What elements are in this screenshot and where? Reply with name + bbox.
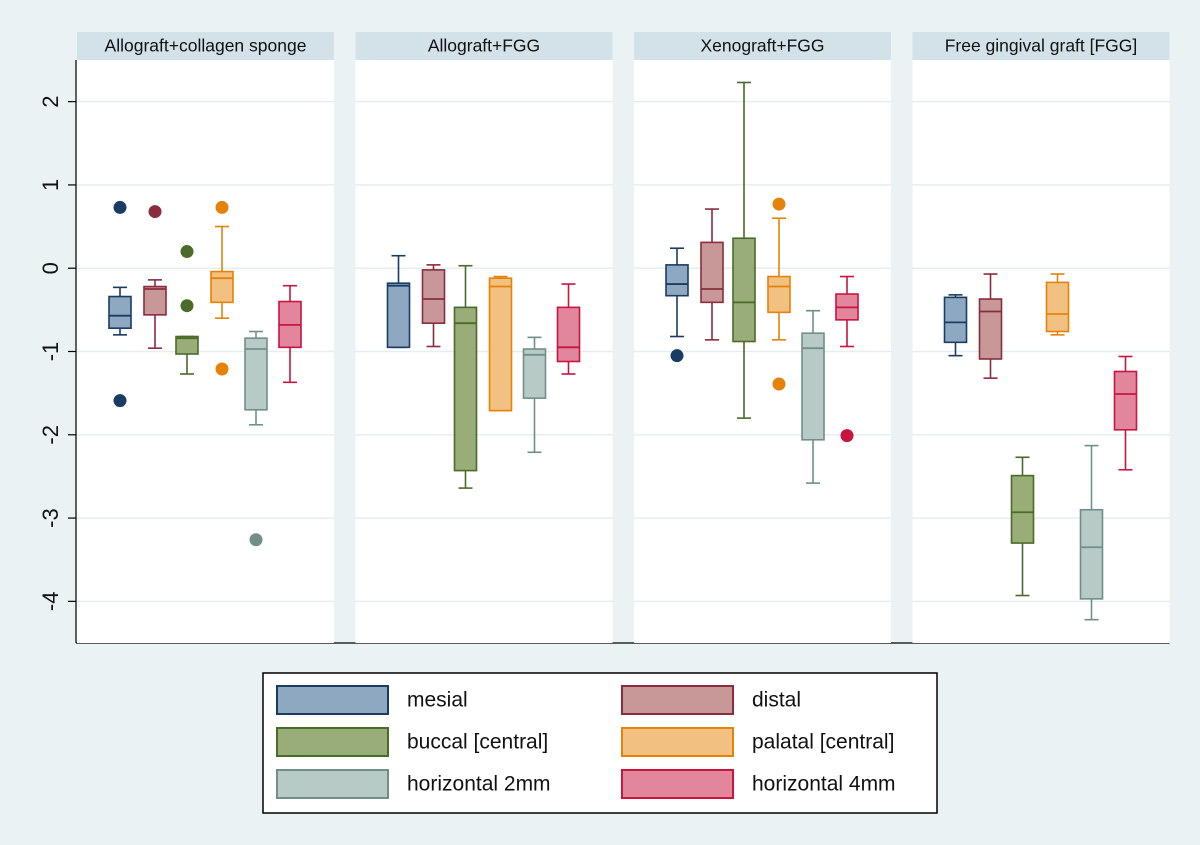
panel-title: Allograft+collagen sponge <box>105 36 307 56</box>
panel-title: Free gingival graft [FGG] <box>945 36 1138 56</box>
iqr-box <box>522 348 547 399</box>
outlier-point <box>180 299 194 313</box>
box-mesial <box>943 294 968 357</box>
y-tick-label: 1 <box>38 179 63 191</box>
y-tick-label: -3 <box>38 508 63 528</box>
box-distal <box>421 264 446 348</box>
outlier-point <box>772 377 786 391</box>
legend-label: palatal [central] <box>752 731 894 754</box>
legend-swatch <box>276 685 389 715</box>
legend-swatch <box>276 727 389 757</box>
outlier-point <box>840 429 854 443</box>
outlier-point <box>249 533 263 547</box>
y-tick-label: 2 <box>38 96 63 108</box>
box-distal <box>700 208 724 341</box>
iqr-box <box>1045 281 1070 333</box>
iqr-box <box>665 264 689 297</box>
iqr-box <box>108 295 132 329</box>
iqr-box <box>244 337 268 411</box>
box-mesial <box>108 200 132 408</box>
outlier-point <box>215 200 229 214</box>
box-mesial <box>386 254 411 349</box>
outlier-point <box>113 394 127 408</box>
y-tick-label: -2 <box>38 425 63 445</box>
panel-title: Allograft+FGG <box>428 36 540 56</box>
outlier-point <box>113 200 127 214</box>
iqr-box <box>767 275 791 314</box>
outlier-point <box>215 362 229 376</box>
box-mesial <box>665 247 689 363</box>
legend-label: distal <box>752 689 801 712</box>
iqr-box <box>386 282 411 349</box>
panel-title-strip <box>912 32 1170 60</box>
box-buccal-central- <box>453 264 478 489</box>
legend-swatch <box>276 769 389 799</box>
iqr-box <box>143 285 167 316</box>
iqr-box <box>732 237 756 343</box>
iqr-box <box>1113 370 1138 431</box>
legend-label: horizontal 2mm <box>407 773 551 796</box>
box-horizontal-4mm <box>835 275 859 443</box>
box-palatal-central- <box>488 275 513 412</box>
outlier-point <box>772 197 786 211</box>
y-tick-label: 0 <box>38 262 63 274</box>
legend-label: horizontal 4mm <box>752 773 896 796</box>
iqr-box <box>801 332 825 441</box>
box-horizontal-2mm <box>244 330 268 547</box>
panel-title-strip <box>77 32 334 60</box>
iqr-box <box>556 306 581 363</box>
box-buccal-central- <box>732 81 756 419</box>
box-horizontal-2mm <box>801 309 825 484</box>
panel-title-strip <box>355 32 613 60</box>
legend-swatch <box>621 727 734 757</box>
iqr-box <box>210 270 234 304</box>
legend-swatch <box>621 685 734 715</box>
iqr-box <box>978 298 1003 360</box>
legend-label: buccal [central] <box>407 731 548 754</box>
box-palatal-central- <box>767 197 791 391</box>
outlier-point <box>670 349 684 363</box>
iqr-box <box>1010 474 1035 544</box>
legend-label: mesial <box>407 689 468 712</box>
box-horizontal-4mm <box>278 284 302 384</box>
panel-title: Xenograft+FGG <box>700 36 824 56</box>
legend-swatch <box>621 769 734 799</box>
box-palatal-central- <box>210 200 234 376</box>
box-horizontal-2mm <box>1079 444 1104 621</box>
outlier-point <box>180 245 194 259</box>
box-distal <box>978 273 1003 379</box>
box-distal <box>143 205 167 349</box>
y-tick-label: -4 <box>38 592 63 612</box>
box-palatal-central- <box>1045 273 1070 336</box>
iqr-box <box>421 269 446 324</box>
iqr-box <box>453 306 478 472</box>
iqr-box <box>943 296 968 344</box>
iqr-box <box>175 335 199 355</box>
iqr-box <box>700 241 724 304</box>
box-buccal-central- <box>1010 456 1035 597</box>
box-horizontal-2mm <box>522 336 547 454</box>
box-horizontal-4mm <box>1113 355 1138 471</box>
iqr-box <box>1079 508 1104 600</box>
outlier-point <box>148 205 162 219</box>
box-horizontal-4mm <box>556 283 581 375</box>
box-buccal-central- <box>175 245 199 375</box>
y-tick-label: -1 <box>38 342 63 362</box>
iqr-box <box>488 277 513 412</box>
panel-title-strip <box>634 32 891 60</box>
